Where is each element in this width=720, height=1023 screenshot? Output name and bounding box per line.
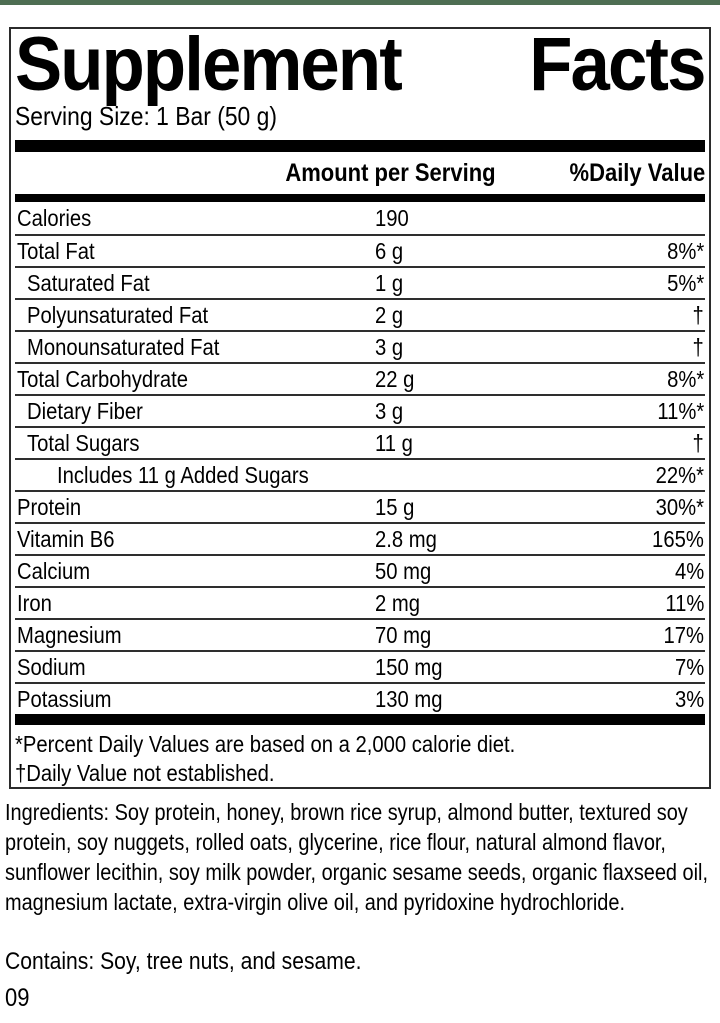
nutrient-amount: 22 g (375, 365, 415, 392)
nutrient-name: Monounsaturated Fat (27, 333, 220, 360)
nutrient-name: Polyunsaturated Fat (27, 301, 209, 328)
nutrient-amount: 1 g (375, 269, 404, 296)
nutrient-daily-value: † (692, 301, 704, 328)
footnote-daily-values: *Percent Daily Values are based on a 2,0… (15, 731, 516, 757)
nutrient-amount: 190 (375, 204, 409, 231)
nutrient-name: Vitamin B6 (17, 525, 115, 552)
nutrient-daily-value: 8%* (666, 365, 704, 392)
thick-divider-bar (15, 714, 705, 725)
nutrient-name: Potassium (17, 685, 112, 712)
facts-table: Calories 190 Total Fat 6 g 8%* Saturated… (15, 202, 705, 714)
contains-statement: Contains: Soy, tree nuts, and sesame. (5, 948, 362, 975)
nutrient-daily-value: † (692, 429, 704, 456)
nutrient-daily-value: 165% (652, 525, 704, 552)
nutrient-daily-value: † (692, 333, 704, 360)
nutrient-amount: 2 g (375, 301, 404, 328)
nutrient-name: Includes 11 g Added Sugars (57, 461, 309, 488)
nutrient-amount: 2 mg (375, 589, 421, 616)
table-row: Monounsaturated Fat 3 g † (15, 330, 705, 362)
nutrient-amount (375, 462, 545, 489)
nutrient-amount: 3 g (375, 333, 404, 360)
table-row: Protein 15 g 30%* (15, 490, 705, 522)
table-row: Saturated Fat 1 g 5%* (15, 266, 705, 298)
table-row: Iron 2 mg 11% (15, 586, 705, 618)
column-header-row: Amount per Serving %Daily Value (15, 152, 705, 194)
nutrient-amount: 50 mg (375, 557, 432, 584)
nutrient-daily-value: 3% (674, 685, 704, 712)
table-row: Vitamin B6 2.8 mg 165% (15, 522, 705, 554)
table-row: Total Carbohydrate 22 g 8%* (15, 362, 705, 394)
nutrient-daily-value: 22%* (655, 461, 704, 488)
nutrient-amount: 6 g (375, 237, 404, 264)
table-row: Total Fat 6 g 8%* (15, 234, 705, 266)
table-row: Polyunsaturated Fat 2 g † (15, 298, 705, 330)
table-row: Potassium 130 mg 3% (15, 682, 705, 714)
nutrient-name: Calories (17, 204, 92, 231)
nutrient-daily-value: 17% (663, 621, 704, 648)
table-row: Includes 11 g Added Sugars 22%* (15, 458, 705, 490)
supplement-facts-panel: Supplement Facts Serving Size: 1 Bar (50… (9, 27, 711, 789)
nutrient-name: Iron (17, 589, 52, 616)
nutrient-daily-value: 11% (664, 589, 704, 616)
footnotes: *Percent Daily Values are based on a 2,0… (15, 725, 705, 788)
serving-size-text: Serving Size: 1 Bar (50 g) (15, 101, 277, 131)
column-header-daily-value: %Daily Value (569, 158, 705, 187)
nutrient-daily-value: 7% (674, 653, 704, 680)
nutrient-daily-value: 8%* (666, 237, 704, 264)
green-accent-strip (0, 0, 720, 5)
nutrient-daily-value: 30%* (655, 493, 704, 520)
nutrient-name: Protein (17, 493, 82, 520)
nutrient-daily-value: 4% (674, 557, 704, 584)
nutrient-name: Total Fat (17, 237, 95, 264)
nutrient-name: Saturated Fat (27, 269, 150, 296)
panel-title: Supplement Facts (15, 22, 707, 107)
nutrient-daily-value (545, 205, 705, 232)
nutrient-amount: 150 mg (375, 653, 443, 680)
title-word-facts: Facts (529, 22, 707, 107)
nutrient-name: Total Carbohydrate (17, 365, 189, 392)
nutrient-name: Sodium (17, 653, 86, 680)
footnote-dagger: †Daily Value not established. (15, 760, 275, 786)
table-row: Magnesium 70 mg 17% (15, 618, 705, 650)
nutrient-amount: 130 mg (375, 685, 443, 712)
product-code: 09 (5, 984, 30, 1012)
nutrient-name: Magnesium (17, 621, 122, 648)
nutrient-amount: 70 mg (375, 621, 432, 648)
nutrient-amount: 11 g (375, 429, 413, 456)
nutrient-amount: 2.8 mg (375, 525, 437, 552)
thick-divider-bar (15, 140, 705, 152)
title-word-supplement: Supplement (15, 22, 403, 107)
nutrient-name: Dietary Fiber (27, 397, 143, 424)
nutrient-amount: 3 g (375, 397, 404, 424)
table-row: Sodium 150 mg 7% (15, 650, 705, 682)
nutrient-daily-value: 11%* (657, 397, 704, 424)
table-row: Calcium 50 mg 4% (15, 554, 705, 586)
table-row: Calories 190 (15, 202, 705, 234)
nutrient-amount: 15 g (375, 493, 415, 520)
nutrient-name: Total Sugars (27, 429, 140, 456)
ingredients-paragraph: Ingredients: Soy protein, honey, brown r… (5, 799, 709, 915)
nutrient-daily-value: 5%* (666, 269, 704, 296)
nutrient-name: Calcium (17, 557, 91, 584)
table-row: Total Sugars 11 g † (15, 426, 705, 458)
thick-divider-bar (15, 194, 705, 202)
table-row: Dietary Fiber 3 g 11%* (15, 394, 705, 426)
column-header-amount: Amount per Serving (284, 158, 496, 187)
